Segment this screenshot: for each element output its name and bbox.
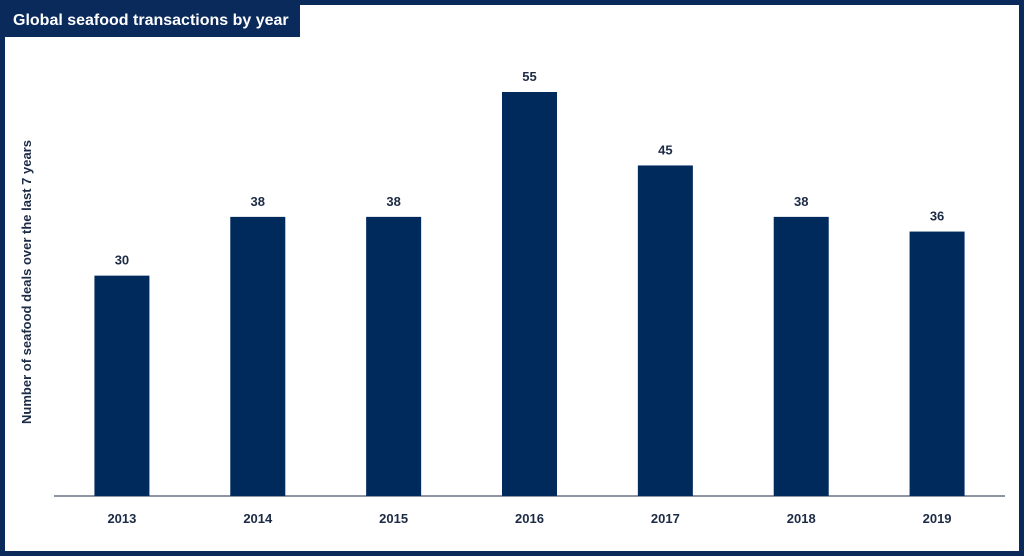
x-tick-label-2018: 2018 bbox=[787, 511, 816, 526]
data-label-2015: 38 bbox=[386, 194, 400, 209]
data-label-2018: 38 bbox=[794, 194, 808, 209]
data-label-2019: 36 bbox=[930, 209, 944, 224]
bar-2019 bbox=[909, 231, 965, 496]
y-axis-title: Number of seafood deals over the last 7 … bbox=[19, 140, 34, 424]
x-tick-label-2017: 2017 bbox=[651, 511, 680, 526]
bar-2015 bbox=[366, 216, 422, 496]
bar-2014 bbox=[230, 216, 286, 496]
chart-title: Global seafood transactions by year bbox=[5, 5, 300, 37]
data-label-2013: 30 bbox=[115, 253, 129, 268]
bar-2016 bbox=[502, 92, 557, 496]
data-label-2014: 38 bbox=[251, 194, 265, 209]
data-label-2017: 45 bbox=[658, 142, 672, 157]
x-tick-label-2015: 2015 bbox=[379, 511, 408, 526]
bar-2013 bbox=[94, 275, 150, 496]
x-tick-label-2016: 2016 bbox=[515, 511, 544, 526]
x-tick-label-2014: 2014 bbox=[243, 511, 273, 526]
x-tick-label-2019: 2019 bbox=[923, 511, 952, 526]
bar-2018 bbox=[773, 216, 829, 496]
data-label-2016: 55 bbox=[522, 69, 536, 84]
x-tick-label-2013: 2013 bbox=[107, 511, 136, 526]
bar-2017 bbox=[637, 165, 693, 497]
